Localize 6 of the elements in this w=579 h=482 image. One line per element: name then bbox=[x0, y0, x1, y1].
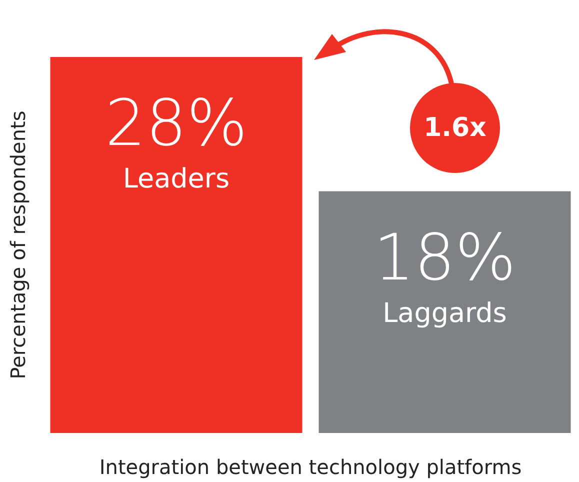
x-tick-label: Laggards bbox=[382, 298, 507, 329]
x-axis-title: Integration between technology platforms bbox=[99, 455, 522, 479]
y-axis-title: Percentage of respondents bbox=[6, 110, 30, 380]
x-tick-label: Leaders bbox=[122, 164, 230, 194]
data-label: 28% bbox=[105, 87, 248, 161]
data-label: 18% bbox=[374, 221, 516, 296]
